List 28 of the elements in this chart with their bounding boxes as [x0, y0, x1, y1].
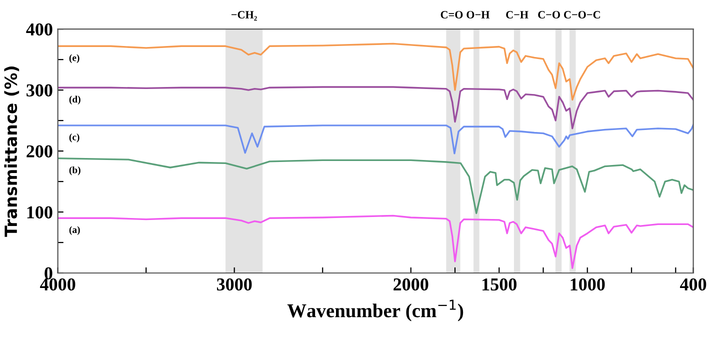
- band-label: C−O: [538, 11, 560, 18]
- line-series: [58, 124, 694, 154]
- y-tick-label: 400: [26, 23, 52, 36]
- y-tick-label: 0: [44, 267, 52, 280]
- series-label: (d): [69, 96, 80, 105]
- series-label: (a): [69, 226, 80, 236]
- band-label: −CH₂: [231, 11, 257, 21]
- x-tick-label: 400: [680, 278, 706, 291]
- x-tick-label: 4000: [40, 278, 76, 291]
- series-label: (b): [69, 166, 80, 176]
- band-label: O−H: [466, 11, 490, 18]
- band-label: C−H: [506, 11, 528, 18]
- series-label: (c): [69, 134, 80, 142]
- x-tick-label: 1000: [570, 278, 605, 291]
- x-axis-title: Wavenumber (cm$^{−1}$): [287, 300, 464, 322]
- series-label: (e): [69, 54, 80, 64]
- line-series: [58, 86, 694, 130]
- x-tick-label: 1500: [482, 278, 516, 291]
- line-series: [58, 214, 694, 269]
- x-tick-label: 3000: [216, 278, 252, 291]
- line-series: [58, 158, 694, 214]
- y-tick-label: 300: [26, 84, 52, 96]
- band-label: C−O−C: [564, 11, 600, 18]
- y-axis-title: Transmittance (%): [4, 66, 20, 237]
- band-label: C=O: [440, 11, 463, 18]
- y-tick-label: 200: [26, 145, 52, 158]
- y-tick-label: 100: [27, 206, 52, 218]
- x-tick-label: 2000: [394, 278, 428, 291]
